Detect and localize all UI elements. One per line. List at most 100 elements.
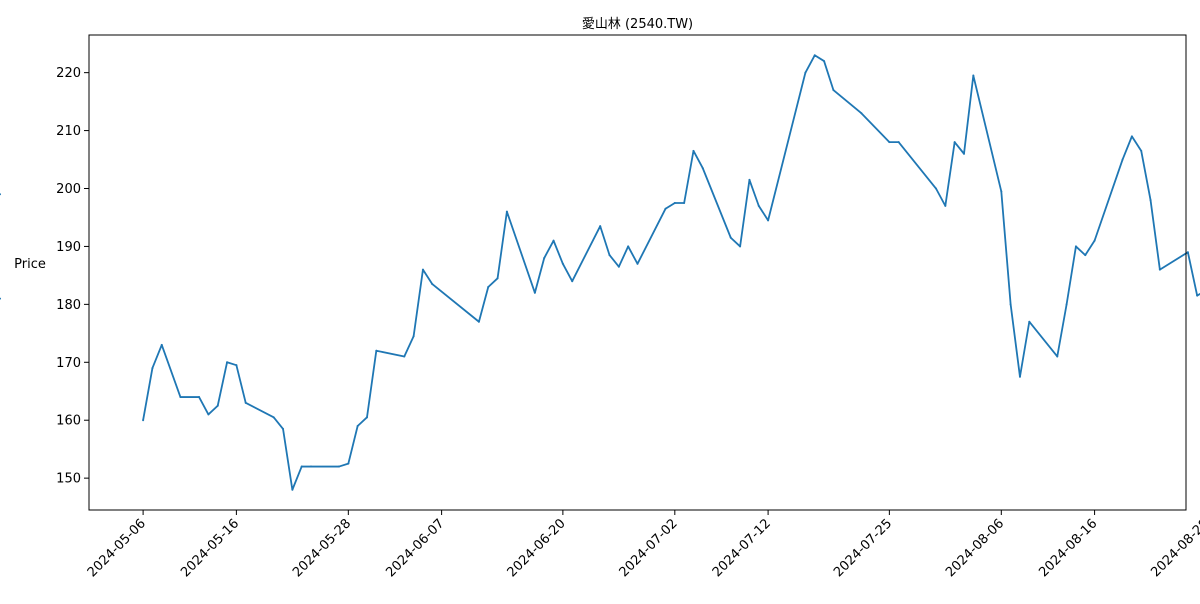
data-point	[599, 225, 602, 228]
x-tick-label: 2024-08-06	[943, 516, 1007, 580]
x-tick-label: 2024-08-16	[1036, 516, 1100, 580]
data-point	[1093, 239, 1096, 242]
data-point	[748, 178, 751, 181]
data-point	[272, 416, 275, 419]
data-point	[608, 254, 611, 257]
data-point	[1158, 268, 1161, 271]
y-axis: 150 160 170 180 190 200 210 220	[56, 66, 89, 487]
data-point	[244, 401, 247, 404]
data-point	[897, 141, 900, 144]
data-point	[207, 413, 210, 416]
x-tick-label: 2024-05-06	[85, 516, 149, 580]
data-point	[1140, 149, 1143, 152]
data-point	[375, 349, 378, 352]
data-point	[356, 425, 359, 428]
series-line-close	[142, 54, 1200, 491]
data-point	[0, 297, 1, 300]
x-tick-label: 2024-07-12	[710, 516, 774, 580]
data-point	[683, 201, 686, 204]
data-point	[1196, 294, 1199, 297]
data-point	[151, 367, 154, 370]
data-point	[235, 364, 238, 367]
data-point	[636, 262, 639, 265]
data-point	[543, 257, 546, 260]
data-point	[617, 265, 620, 268]
y-tick-label: 160	[56, 414, 81, 429]
data-point	[310, 465, 313, 468]
data-point	[1018, 375, 1021, 378]
x-tick-label: 2024-06-20	[505, 516, 569, 580]
data-point	[972, 74, 975, 77]
data-point	[291, 488, 294, 491]
data-point	[757, 204, 760, 207]
data-point	[944, 204, 947, 207]
x-tick-label: 2024-08-28	[1148, 516, 1200, 580]
data-point	[673, 201, 676, 204]
data-point	[179, 396, 182, 399]
data-point	[1000, 190, 1003, 193]
y-tick-label: 190	[56, 240, 81, 255]
data-point	[496, 277, 499, 280]
y-tick-label: 180	[56, 298, 81, 313]
data-point	[403, 355, 406, 358]
data-point	[739, 245, 742, 248]
data-point	[1028, 320, 1031, 323]
data-point	[813, 54, 816, 57]
data-point	[627, 245, 630, 248]
plot-frame	[88, 34, 1187, 511]
data-point	[729, 236, 732, 239]
data-point	[888, 141, 891, 144]
data-point	[412, 335, 415, 338]
x-tick-label: 2024-06-07	[383, 516, 447, 580]
data-point	[1149, 199, 1152, 202]
data-point	[338, 465, 340, 468]
data-point	[216, 404, 219, 407]
chart-title: 愛山林 (2540.TW)	[582, 17, 693, 32]
data-point	[533, 291, 536, 294]
data-point	[804, 71, 807, 74]
data-point	[767, 219, 770, 222]
data-point	[487, 285, 490, 288]
data-point	[1186, 251, 1189, 254]
data-point	[226, 361, 229, 364]
data-point	[571, 280, 574, 283]
data-point	[552, 239, 555, 242]
data-point	[1056, 355, 1059, 358]
data-point	[142, 419, 145, 422]
data-point	[823, 60, 826, 63]
data-point	[832, 89, 835, 92]
data-point	[561, 262, 564, 265]
data-point	[962, 152, 965, 155]
x-tick-label: 2024-07-02	[617, 516, 681, 580]
data-point	[860, 112, 863, 115]
data-point	[1121, 158, 1124, 161]
data-point	[347, 462, 350, 465]
data-point	[160, 343, 163, 346]
y-tick-label: 170	[56, 356, 81, 371]
data-point	[953, 141, 956, 144]
x-tick-label: 2024-05-16	[178, 516, 242, 580]
data-points	[0, 54, 1199, 491]
data-point	[477, 320, 480, 323]
x-axis: 2024-05-06 2024-05-16 2024-05-28 2024-06-07…	[85, 510, 1200, 580]
data-point	[282, 427, 285, 430]
y-tick-label: 220	[56, 66, 81, 81]
data-point	[1074, 245, 1077, 248]
data-point	[664, 207, 667, 210]
data-point	[935, 187, 937, 190]
data-point	[198, 396, 201, 399]
data-point	[0, 193, 1, 196]
x-tick-label: 2024-05-28	[290, 516, 354, 580]
data-point	[1065, 303, 1068, 306]
data-point	[1084, 254, 1087, 257]
y-axis-label: Price	[14, 257, 46, 272]
data-point	[1009, 303, 1012, 306]
data-point	[1130, 135, 1133, 138]
y-tick-label: 210	[56, 124, 81, 139]
data-point	[365, 416, 368, 419]
data-point	[421, 268, 424, 271]
y-tick-label: 200	[56, 182, 81, 197]
data-point	[300, 465, 303, 468]
